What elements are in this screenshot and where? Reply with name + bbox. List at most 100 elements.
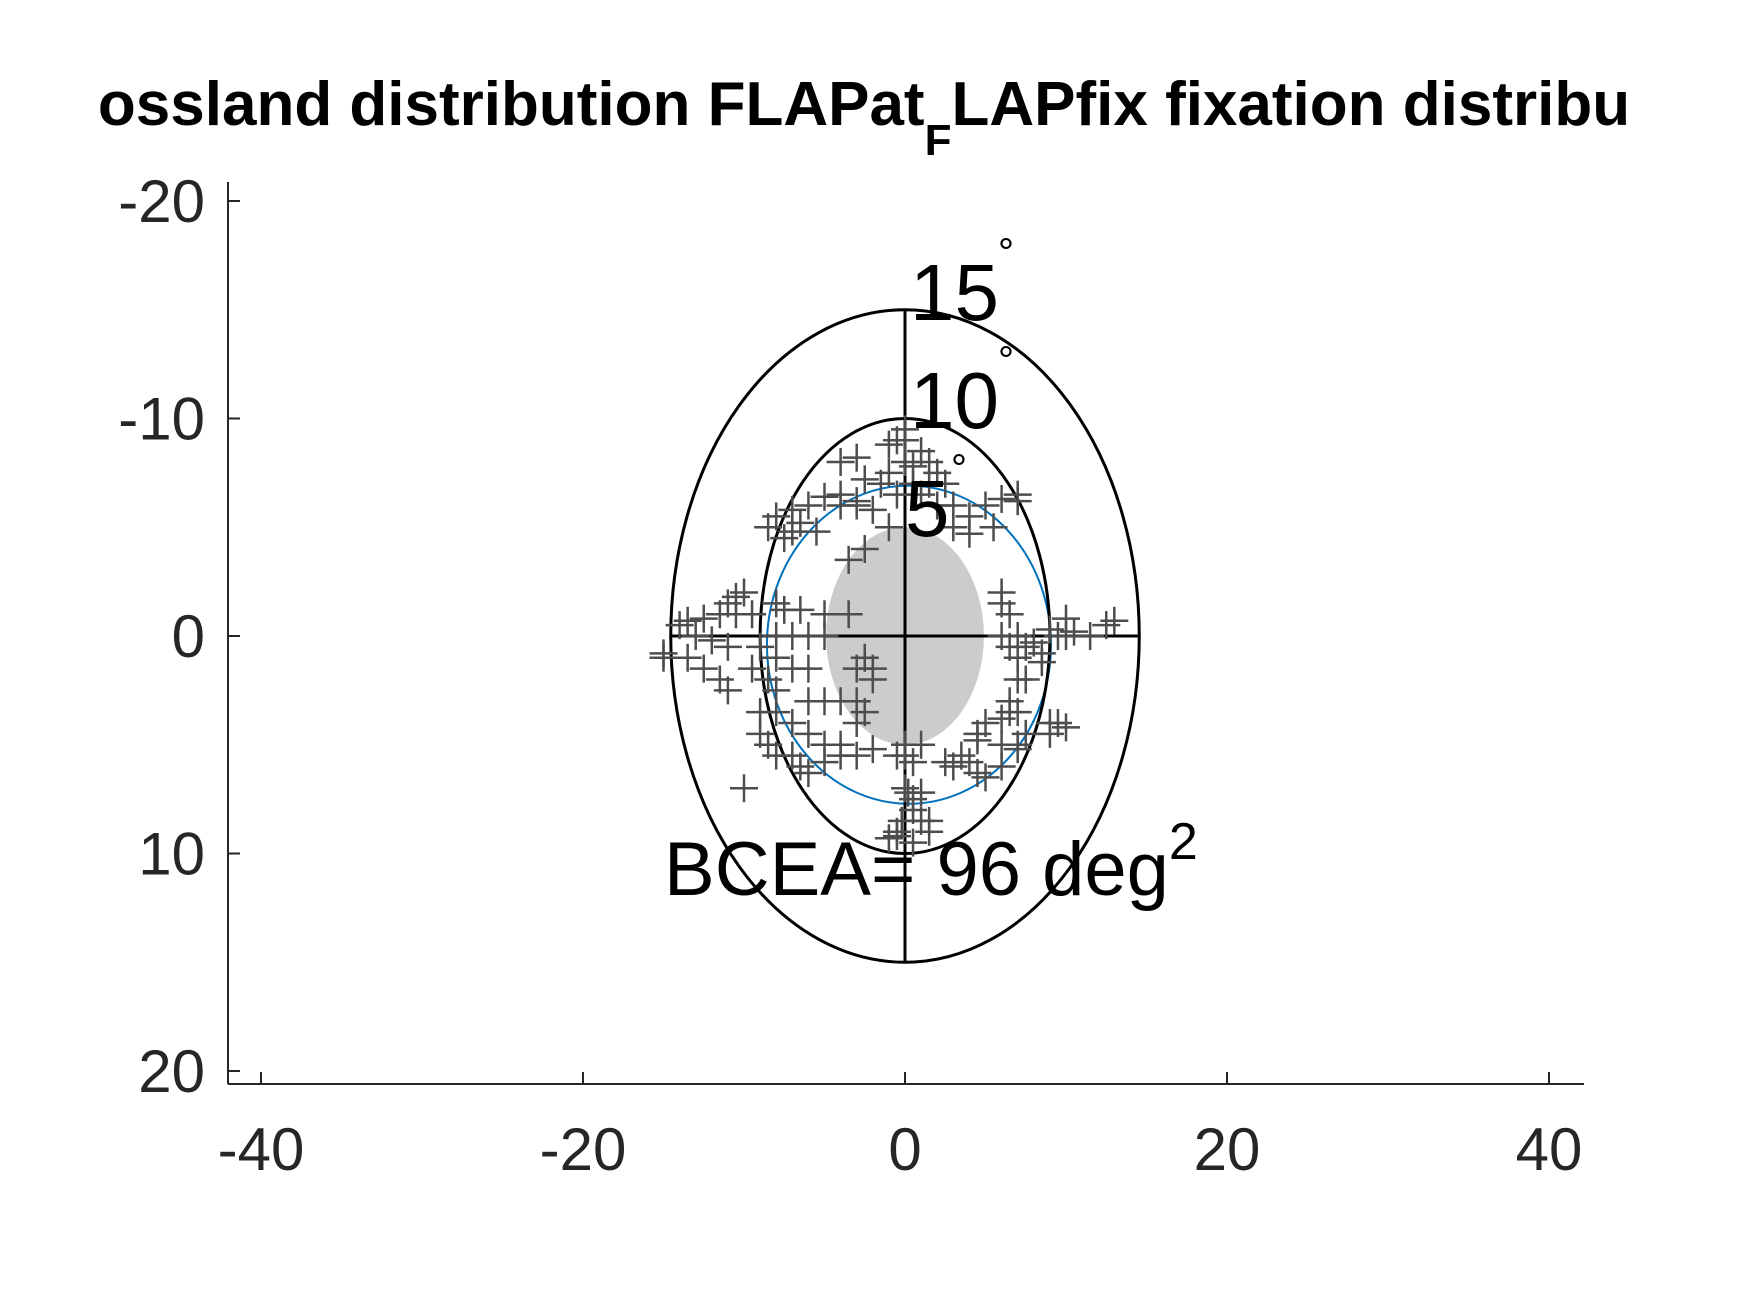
fixation-marker <box>746 719 775 748</box>
fixation-marker <box>858 735 887 764</box>
fixation-marker <box>649 643 678 672</box>
fixation-marker <box>1076 622 1105 650</box>
fixation-marker <box>907 480 936 509</box>
fixation-marker <box>1011 719 1040 748</box>
fixation-marker <box>1003 665 1032 694</box>
fixation-marker <box>810 748 839 777</box>
fixation-marker <box>681 622 710 650</box>
fixation-marker <box>1043 709 1072 737</box>
fixation-marker <box>842 709 871 737</box>
x-tick-label: -40 <box>218 1116 305 1183</box>
fixation-marker <box>1052 604 1080 633</box>
fixation-marker <box>1011 632 1040 661</box>
y-tick-label: 0 <box>172 603 205 670</box>
y-axis-ticks: -20 -10 0 10 20 <box>118 168 240 1105</box>
y-tick-label: 20 <box>138 1038 205 1105</box>
fixation-marker <box>963 726 992 755</box>
fixation-marker <box>955 519 984 548</box>
bcea-label-text: BCEA= 96 deg <box>664 827 1169 912</box>
fixation-marker <box>842 654 871 683</box>
fixation-marker <box>689 604 718 633</box>
fixation-marker <box>746 632 775 661</box>
fixation-marker <box>754 513 783 542</box>
x-tick-label: 40 <box>1516 1116 1583 1183</box>
y-tick-label: 10 <box>138 821 205 888</box>
x-tick-label: 20 <box>1194 1116 1261 1183</box>
fixation-marker <box>1060 617 1089 646</box>
fixation-marker <box>1003 698 1032 727</box>
fixation-marker <box>754 730 783 759</box>
fixation-marker <box>987 484 1016 513</box>
fixation-marker <box>705 665 734 694</box>
fixation-marker <box>754 665 783 694</box>
fixation-marker <box>834 545 863 574</box>
fixation-marker <box>778 709 807 737</box>
chart-title-main: ossland distribution FLAPat <box>98 70 925 139</box>
fixation-marker <box>713 676 742 705</box>
fixation-marker <box>786 508 815 537</box>
fixation-marker <box>786 595 815 624</box>
fixation-marker <box>778 741 807 770</box>
fixation-marker <box>1003 487 1032 516</box>
fixation-marker <box>874 458 903 487</box>
fixation-marker <box>971 763 1000 792</box>
fixation-marker <box>802 517 831 546</box>
chart-title-subscript: F <box>925 116 952 165</box>
fixation-marker <box>874 430 903 459</box>
fixation-marker <box>874 824 903 853</box>
chart-title: ossland distribution FLAPatFLAPfix fixat… <box>98 70 1630 165</box>
fixation-marker <box>882 741 911 770</box>
fixation-marker <box>786 752 815 781</box>
fixation-marker <box>947 741 976 770</box>
fixation-marker <box>995 600 1024 629</box>
fixation-marker <box>842 491 871 520</box>
chart-title-rest: LAPfix fixation distribu <box>951 70 1630 139</box>
fixation-marker <box>850 535 879 563</box>
fixation-marker <box>963 759 992 788</box>
fixation-marker <box>794 491 823 520</box>
fixation-marker <box>850 698 879 727</box>
x-axis-ticks: -40 -20 0 20 40 <box>218 1072 1583 1183</box>
fixation-marker <box>1019 628 1048 657</box>
fixation-marker <box>826 448 855 476</box>
fixation-marker <box>730 774 758 803</box>
ring-label-10: 10 <box>910 356 999 445</box>
fixation-marker <box>1003 735 1032 764</box>
fixation-marker <box>794 654 823 683</box>
fixation-marker <box>1100 606 1129 635</box>
fixation-marker <box>899 748 928 777</box>
fixation-marker <box>794 759 823 788</box>
fixation-marker <box>915 817 944 846</box>
fixation-marker <box>939 513 968 542</box>
fixation-marker <box>713 589 742 618</box>
fixation-marker <box>1052 713 1080 742</box>
ring-label-5: 5 <box>905 464 950 553</box>
fixation-marker <box>762 589 791 618</box>
fixation-marker <box>891 448 919 476</box>
fixation-marker <box>842 741 871 770</box>
fixation-marker <box>834 600 863 629</box>
fixation-marker <box>971 709 1000 737</box>
fixation-marker <box>899 828 928 857</box>
fixation-marker <box>1035 719 1064 748</box>
fixation-marker <box>987 752 1016 781</box>
fixation-marker <box>842 443 871 472</box>
fixation-marker <box>713 632 742 661</box>
fixation-markers <box>649 415 1129 857</box>
fixation-marker <box>874 513 903 542</box>
fixation-marker <box>738 654 767 683</box>
fixation-marker <box>979 513 1008 542</box>
ring-labels-group: 15 °10 °5 ° <box>905 231 1014 553</box>
fixation-marker <box>673 643 702 672</box>
fixation-marker <box>689 654 718 683</box>
fixation-marker <box>866 469 895 498</box>
fixation-marker <box>971 491 1000 520</box>
fixation-marker <box>810 600 839 629</box>
fixation-marker <box>794 719 823 748</box>
ring-label-15: 15 <box>910 248 999 337</box>
fixation-marker <box>810 482 839 511</box>
fixation-marker <box>907 437 936 466</box>
fixation-marker <box>899 796 928 824</box>
fixation-marker <box>858 495 887 524</box>
